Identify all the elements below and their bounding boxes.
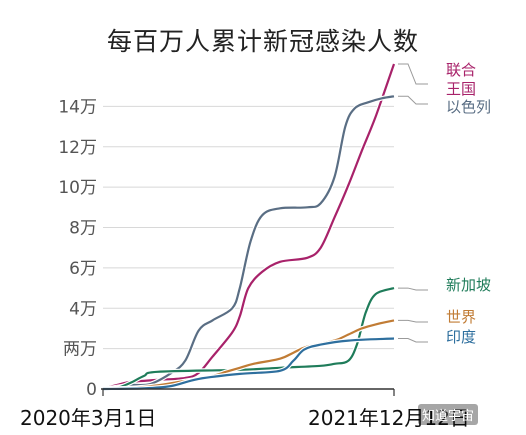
y-tick-label: 4万 <box>69 299 97 319</box>
series-line <box>102 95 395 391</box>
watermark: 知道宇宙 <box>418 404 479 425</box>
series-line-halo <box>102 94 395 392</box>
series-lines <box>102 63 397 392</box>
series-label-leader <box>398 338 428 343</box>
grid-layer <box>103 105 394 350</box>
y-tick-label: 10万 <box>58 178 97 198</box>
y-tick-labels: 0 两万 4万 6万 8万 10万 12万 14万 <box>58 97 97 400</box>
x-axis-start-label: 2020年3月1日 <box>20 406 157 430</box>
axis-layer <box>101 388 395 396</box>
series-label: 世界 <box>446 308 476 326</box>
y-tick-label: 14万 <box>58 97 97 117</box>
y-tick-label: 两万 <box>63 340 97 360</box>
series-label: 联合王国 <box>446 61 476 98</box>
series-label-leader <box>398 319 428 323</box>
y-tick-label: 0 <box>86 380 97 400</box>
series-line <box>102 337 395 391</box>
series-label-leader <box>398 95 428 105</box>
y-tick-label: 8万 <box>69 219 97 239</box>
series-label: 印度 <box>446 328 476 346</box>
y-tick-label: 6万 <box>69 259 97 279</box>
series-label-leader <box>398 287 428 291</box>
y-tick-label: 12万 <box>58 138 97 158</box>
series-label: 新加坡 <box>446 276 491 294</box>
x-axis-end-label: 2021年12月12日 <box>308 406 470 430</box>
series-label: 以色列 <box>446 98 491 116</box>
chart-title: 每百万人累计新冠感染人数 <box>106 27 419 56</box>
series-label-leader <box>398 63 428 85</box>
series-line <box>102 287 395 391</box>
